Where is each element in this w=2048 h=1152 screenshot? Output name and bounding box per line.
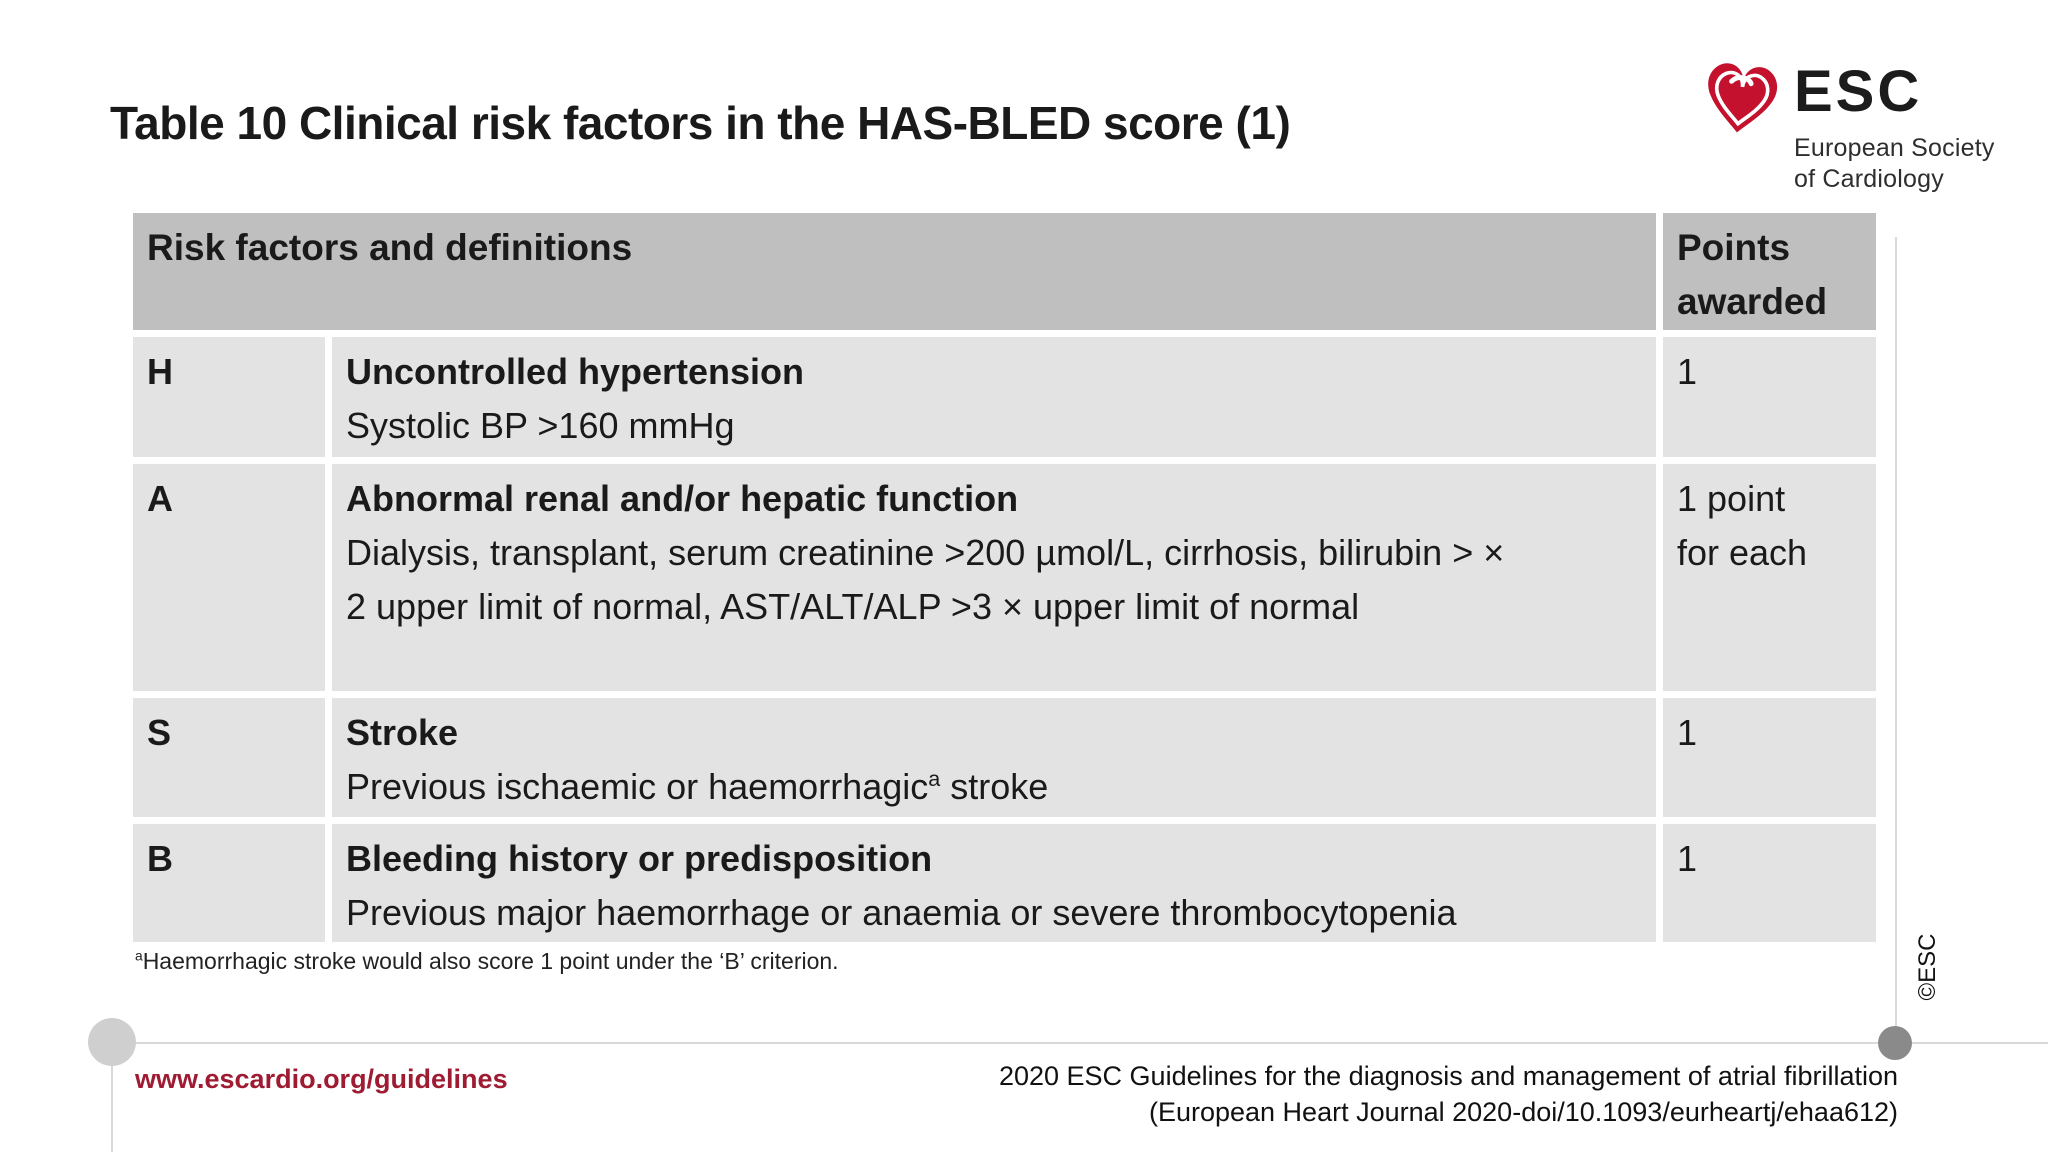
esc-logo-subtitle-line2: of Cardiology <box>1794 165 1944 193</box>
reference-line2: (European Heart Journal 2020-doi/10.1093… <box>1148 1097 1898 1127</box>
row-definition-cell: Stroke Previous ischaemic or haemorrhagi… <box>332 698 1656 817</box>
footnote-marker: a <box>135 948 143 964</box>
footer-left-circle <box>88 1018 136 1066</box>
row-points-cell: 1 <box>1663 698 1876 817</box>
footer-divider-line <box>112 1042 2048 1044</box>
risk-table: Risk factors and definitions Points awar… <box>133 213 1876 942</box>
esc-copyright-vertical: ©ESC <box>1914 933 1941 1001</box>
right-vertical-rule <box>1895 237 1897 1043</box>
points-value: 1 <box>1677 838 1698 879</box>
points-value: 1 point for each <box>1677 478 1808 573</box>
risk-factor-title: Uncontrolled hypertension <box>346 351 805 392</box>
footnote-marker: a <box>928 766 941 791</box>
row-points-cell: 1 <box>1663 337 1876 457</box>
risk-factor-definition: Previous ischaemic or haemorrhagica stro… <box>346 760 1526 814</box>
risk-factor-title: Abnormal renal and/or hepatic function <box>346 478 1019 519</box>
points-value: 1 <box>1677 351 1698 392</box>
website-link[interactable]: www.escardio.org/guidelines <box>135 1064 508 1094</box>
footer-right-circle <box>1878 1026 1912 1060</box>
definition-text: stroke <box>940 766 1049 807</box>
risk-factor-definition: Previous major haemorrhage or anaemia or… <box>346 892 1457 933</box>
table-header-risk: Risk factors and definitions <box>133 213 1656 330</box>
table-header-points: Points awarded <box>1663 213 1876 330</box>
row-points-cell: 1 point for each <box>1663 464 1876 691</box>
points-value: 1 <box>1677 712 1698 753</box>
row-definition-cell: Uncontrolled hypertension Systolic BP >1… <box>332 337 1656 457</box>
row-letter-cell: H <box>133 337 325 457</box>
esc-logo: ESC European Society of Cardiology <box>1700 52 2040 202</box>
row-points-cell: 1 <box>1663 824 1876 942</box>
row-letter-cell: S <box>133 698 325 817</box>
footnote-text: Haemorrhagic stroke would also score 1 p… <box>142 948 839 974</box>
esc-logo-subtitle-line1: European Society <box>1794 134 1995 162</box>
page-title: Table 10 Clinical risk factors in the HA… <box>110 97 1291 149</box>
risk-factor-definition: Systolic BP >160 mmHg <box>346 405 735 446</box>
left-vertical-rule <box>111 1042 113 1152</box>
risk-factor-title: Bleeding history or predisposition <box>346 838 933 879</box>
row-definition-cell: Bleeding history or predisposition Previ… <box>332 824 1656 942</box>
row-definition-cell: Abnormal renal and/or hepatic function D… <box>332 464 1656 691</box>
reference-line1: 2020 ESC Guidelines for the diagnosis an… <box>998 1061 1898 1091</box>
definition-text: Previous ischaemic or haemorrhagic <box>346 766 929 807</box>
esc-logo-abbr: ESC <box>1794 59 1923 124</box>
row-letter-cell: A <box>133 464 325 691</box>
row-letter-cell: B <box>133 824 325 942</box>
risk-factor-definition: Dialysis, transplant, serum creatinine >… <box>346 532 1505 627</box>
esc-heart-icon <box>1700 58 1782 140</box>
risk-factor-title: Stroke <box>346 712 459 753</box>
footnote: aHaemorrhagic stroke would also score 1 … <box>135 948 839 975</box>
reference-text: 2020 ESC Guidelines for the diagnosis an… <box>999 1058 1898 1130</box>
